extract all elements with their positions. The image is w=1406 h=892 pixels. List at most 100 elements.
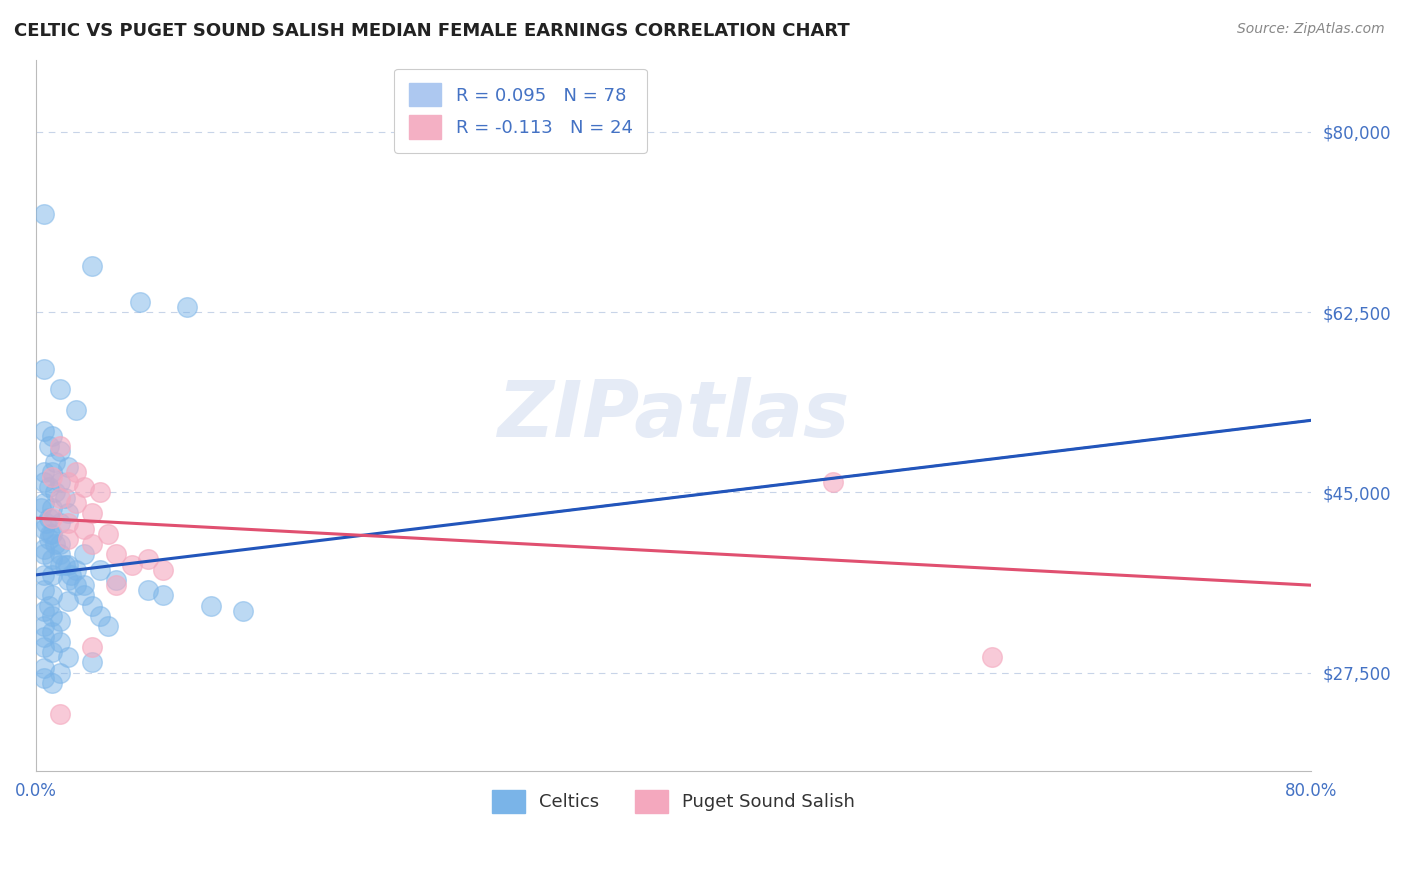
Text: Source: ZipAtlas.com: Source: ZipAtlas.com xyxy=(1237,22,1385,37)
Point xyxy=(104,578,127,592)
Point xyxy=(49,444,72,458)
Point xyxy=(32,542,55,557)
Point xyxy=(34,516,56,531)
Point xyxy=(32,671,55,685)
Point xyxy=(49,635,72,649)
Legend: Celtics, Puget Sound Salish: Celtics, Puget Sound Salish xyxy=(479,777,868,826)
Point xyxy=(30,500,52,515)
Point xyxy=(32,630,55,644)
Point xyxy=(49,614,72,628)
Point xyxy=(65,465,87,479)
Point xyxy=(41,676,63,690)
Point xyxy=(80,599,103,613)
Point xyxy=(32,604,55,618)
Point xyxy=(32,583,55,598)
Point xyxy=(200,599,222,613)
Point xyxy=(65,403,87,417)
Point xyxy=(41,526,63,541)
Point xyxy=(56,516,79,531)
Point xyxy=(60,567,83,582)
Point xyxy=(38,480,60,494)
Point xyxy=(53,491,76,505)
Point xyxy=(32,521,55,535)
Point xyxy=(152,589,174,603)
Point xyxy=(49,665,72,680)
Point xyxy=(44,537,66,551)
Point xyxy=(53,558,76,572)
Point xyxy=(32,465,55,479)
Point xyxy=(128,294,150,309)
Point xyxy=(104,573,127,587)
Point xyxy=(38,439,60,453)
Point xyxy=(73,547,96,561)
Point xyxy=(65,563,87,577)
Point xyxy=(56,593,79,607)
Point xyxy=(80,640,103,654)
Point xyxy=(65,578,87,592)
Point xyxy=(32,640,55,654)
Point xyxy=(44,454,66,468)
Point xyxy=(97,526,120,541)
Point xyxy=(32,361,55,376)
Point xyxy=(32,660,55,674)
Point xyxy=(32,547,55,561)
Point xyxy=(89,485,111,500)
Point xyxy=(49,547,72,561)
Point xyxy=(981,650,1004,665)
Point xyxy=(56,475,79,490)
Point xyxy=(49,537,72,551)
Point xyxy=(38,599,60,613)
Point xyxy=(121,558,143,572)
Point xyxy=(821,475,844,490)
Point xyxy=(56,573,79,587)
Point xyxy=(56,506,79,520)
Point xyxy=(232,604,254,618)
Point xyxy=(41,552,63,566)
Point xyxy=(56,558,79,572)
Point xyxy=(176,300,198,314)
Point xyxy=(56,650,79,665)
Point xyxy=(32,207,55,221)
Point xyxy=(44,485,66,500)
Point xyxy=(104,547,127,561)
Point xyxy=(56,532,79,546)
Point xyxy=(49,516,72,531)
Point xyxy=(41,567,63,582)
Point xyxy=(41,470,63,484)
Point xyxy=(32,475,55,490)
Point xyxy=(41,589,63,603)
Point xyxy=(89,563,111,577)
Point xyxy=(49,383,72,397)
Point xyxy=(65,496,87,510)
Point xyxy=(38,532,60,546)
Point xyxy=(41,645,63,659)
Point xyxy=(49,475,72,490)
Text: ZIPatlas: ZIPatlas xyxy=(498,377,849,453)
Point xyxy=(97,619,120,633)
Point xyxy=(41,609,63,624)
Point xyxy=(41,429,63,443)
Point xyxy=(38,511,60,525)
Point xyxy=(152,563,174,577)
Point xyxy=(80,506,103,520)
Point xyxy=(49,439,72,453)
Point xyxy=(32,424,55,438)
Point xyxy=(49,558,72,572)
Point xyxy=(41,624,63,639)
Point xyxy=(89,609,111,624)
Point xyxy=(41,500,63,515)
Point xyxy=(41,465,63,479)
Point xyxy=(41,511,63,525)
Point xyxy=(32,496,55,510)
Point xyxy=(49,706,72,721)
Point xyxy=(136,583,159,598)
Point xyxy=(39,526,62,541)
Point xyxy=(80,259,103,273)
Point xyxy=(73,578,96,592)
Point xyxy=(32,567,55,582)
Point xyxy=(49,491,72,505)
Point xyxy=(80,537,103,551)
Point xyxy=(73,589,96,603)
Point xyxy=(73,521,96,535)
Point xyxy=(80,656,103,670)
